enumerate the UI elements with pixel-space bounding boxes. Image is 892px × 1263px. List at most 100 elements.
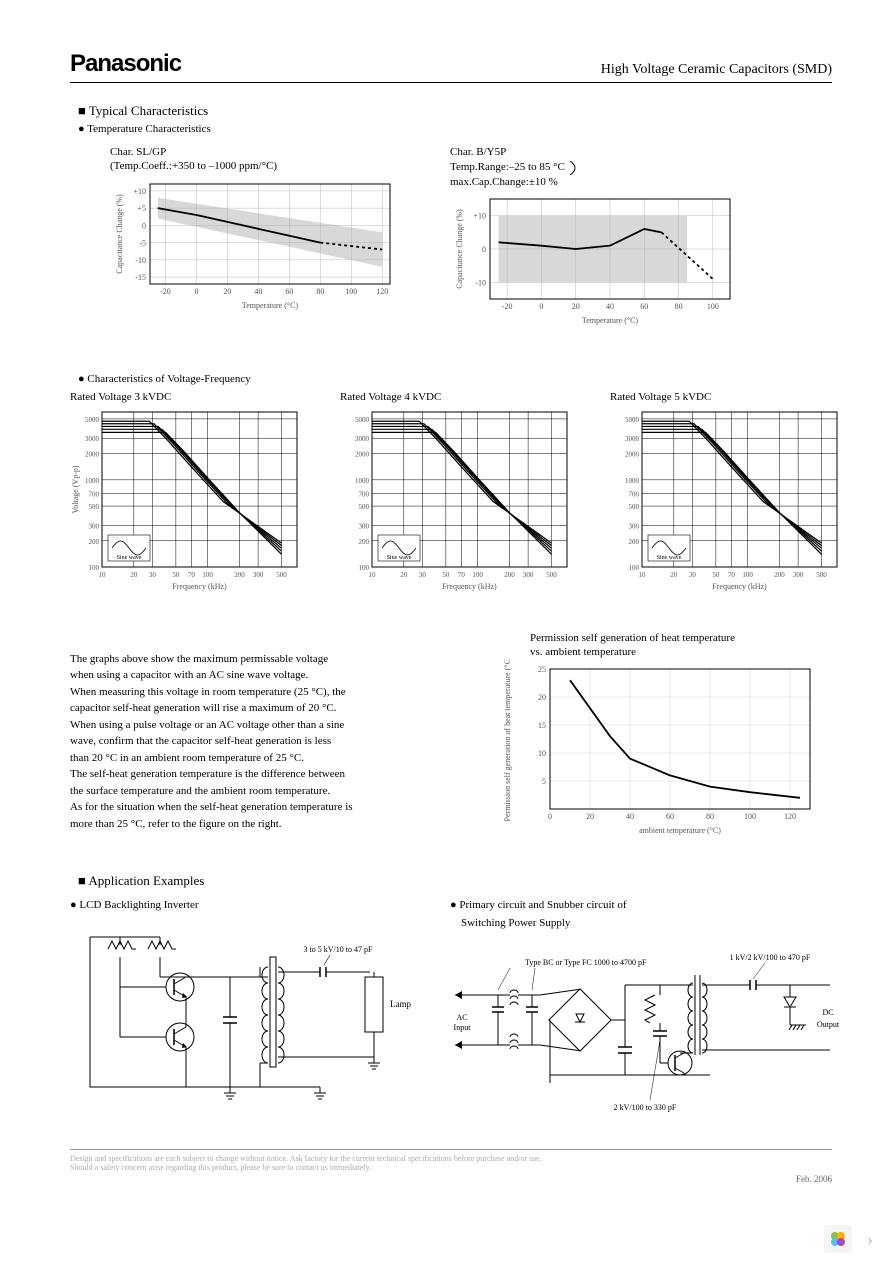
body-paragraph: The graphs above show the maximum permis… (70, 651, 450, 854)
svg-text:1000: 1000 (355, 477, 370, 485)
circuit-snubber: ● Primary circuit and Snubber circuit of… (450, 899, 850, 1129)
svg-text:200: 200 (359, 538, 370, 546)
svg-text:AC: AC (456, 1013, 467, 1022)
voltage-frequency-row: Rated Voltage 3 kVDC 1020305070100200300… (70, 391, 832, 611)
chart-sl-gp: Char. SL/GP (Temp.Coeff.:+350 to –1000 p… (110, 145, 410, 343)
svg-text:700: 700 (629, 490, 640, 498)
svg-text:700: 700 (359, 490, 370, 498)
vf-title-4kv: Rated Voltage 4 kVDC (340, 391, 580, 403)
svg-text:30: 30 (419, 571, 427, 579)
chart-b-y5p-svg: -20020406080100+100-10Temperature (°C)Ca… (450, 189, 750, 339)
chart-b-y5p-caption1: Char. B/Y5P (450, 145, 750, 159)
svg-text:200: 200 (89, 538, 100, 546)
svg-text:100: 100 (202, 571, 213, 579)
svg-text:120: 120 (784, 812, 796, 821)
svg-text:Frequency (kHz): Frequency (kHz) (442, 582, 497, 591)
svg-text:-10: -10 (475, 278, 486, 287)
svg-text:Sine wave: Sine wave (387, 555, 412, 561)
svg-text:80: 80 (675, 302, 683, 311)
svg-text:2000: 2000 (625, 450, 640, 458)
svg-text:2 kV/100 to 330 pF: 2 kV/100 to 330 pF (614, 1103, 677, 1112)
svg-text:200: 200 (629, 538, 640, 546)
svg-text:Temperature (°C): Temperature (°C) (242, 301, 299, 310)
svg-text:20: 20 (586, 812, 594, 821)
svg-text:100: 100 (359, 564, 370, 572)
pager-next-icon[interactable]: › (858, 1227, 882, 1251)
svg-text:300: 300 (629, 522, 640, 530)
svg-text:300: 300 (523, 571, 534, 579)
svg-text:3000: 3000 (85, 435, 100, 443)
label-snubber-1: ● Primary circuit and Snubber circuit of (450, 899, 850, 911)
svg-text:500: 500 (359, 503, 370, 511)
svg-text:Frequency (kHz): Frequency (kHz) (172, 582, 227, 591)
svg-text:100: 100 (472, 571, 483, 579)
vf-chart-4kv-svg: 1020305070100200300500500030002000100070… (340, 407, 580, 607)
circuit-snubber-svg: ACInput Type BC or Type FC 1000 to 4700 p… (450, 935, 850, 1125)
svg-text:3000: 3000 (355, 435, 370, 443)
svg-text:15: 15 (538, 721, 546, 730)
vf-chart-5kv: Rated Voltage 5 kVDC 1020305070100200300… (610, 391, 850, 611)
svg-text:50: 50 (172, 571, 180, 579)
svg-text:200: 200 (234, 571, 245, 579)
svg-text:Sine wave: Sine wave (117, 555, 142, 561)
application-row: ● LCD Backlighting Inverter 3 to 5 kV/10… (70, 899, 832, 1129)
brace-icon (568, 161, 588, 175)
svg-text:50: 50 (442, 571, 450, 579)
svg-text:100: 100 (345, 287, 357, 296)
pager: › (824, 1225, 882, 1253)
svg-text:-20: -20 (502, 302, 513, 311)
svg-text:60: 60 (640, 302, 648, 311)
svg-text:70: 70 (458, 571, 466, 579)
svg-text:20: 20 (670, 571, 678, 579)
svg-text:70: 70 (728, 571, 736, 579)
section-typical-characteristics: ■ Typical Characteristics (78, 103, 832, 119)
svg-text:1000: 1000 (85, 477, 100, 485)
svg-text:100: 100 (89, 564, 100, 572)
svg-text:300: 300 (89, 522, 100, 530)
vf-title-3kv: Rated Voltage 3 kVDC (70, 391, 310, 403)
svg-text:40: 40 (626, 812, 634, 821)
circuit-lcd-svg: 3 to 5 kV/10 to 47 pFLamp (70, 917, 430, 1117)
svg-text:3 to 5 kV/10 to 47 pF: 3 to 5 kV/10 to 47 pF (304, 945, 373, 954)
pager-logo-icon[interactable] (824, 1225, 852, 1253)
svg-text:30: 30 (689, 571, 697, 579)
svg-text:5000: 5000 (625, 416, 640, 424)
sub-temperature-characteristics: ● Temperature Characteristics (78, 123, 832, 135)
vf-title-5kv: Rated Voltage 5 kVDC (610, 391, 850, 403)
chart-b-y5p: Char. B/Y5P Temp.Range:–25 to 85 °C max.… (450, 145, 750, 343)
svg-text:100: 100 (742, 571, 753, 579)
svg-text:300: 300 (793, 571, 804, 579)
svg-text:0: 0 (482, 245, 486, 254)
svg-text:+10: +10 (133, 186, 146, 195)
svg-text:500: 500 (629, 503, 640, 511)
svg-text:ambient temperature (°C): ambient temperature (°C) (639, 826, 721, 835)
svg-text:Capacitance Change (%): Capacitance Change (%) (455, 209, 464, 289)
svg-text:40: 40 (254, 287, 262, 296)
vf-chart-3kv-svg: 1020305070100200300500500030002000100070… (70, 407, 310, 607)
vf-chart-5kv-svg: 1020305070100200300500500030002000100070… (610, 407, 850, 607)
svg-text:25: 25 (538, 665, 546, 674)
text-and-heat-row: The graphs above show the maximum permis… (70, 631, 832, 854)
svg-text:3000: 3000 (625, 435, 640, 443)
chart-b-y5p-caption2a: Temp.Range:–25 to 85 °C (450, 161, 565, 173)
svg-text:500: 500 (546, 571, 557, 579)
svg-text:Voltage (Vp-p): Voltage (Vp-p) (71, 465, 80, 513)
svg-text:Type BC or Type FC 1000 to 470: Type BC or Type FC 1000 to 4700 pF (525, 958, 647, 967)
section-application-examples: ■ Application Examples (78, 873, 832, 889)
svg-text:Input: Input (454, 1023, 472, 1032)
svg-text:20: 20 (538, 693, 546, 702)
heat-chart-title: Permission self generation of heat tempe… (530, 631, 832, 660)
svg-text:1 kV/2 kV/100 to 470 pF: 1 kV/2 kV/100 to 470 pF (730, 953, 811, 962)
svg-text:80: 80 (316, 287, 324, 296)
svg-text:100: 100 (707, 302, 719, 311)
chart-b-y5p-caption2b: max.Cap.Change:±10 % (450, 175, 750, 189)
svg-text:80: 80 (706, 812, 714, 821)
svg-text:70: 70 (188, 571, 196, 579)
svg-text:30: 30 (149, 571, 157, 579)
svg-text:+5: +5 (137, 204, 146, 213)
svg-text:200: 200 (504, 571, 515, 579)
svg-text:20: 20 (223, 287, 231, 296)
brand-logo: Panasonic (70, 50, 181, 78)
label-lcd-inverter: ● LCD Backlighting Inverter (70, 899, 430, 911)
circuit-lcd-inverter: ● LCD Backlighting Inverter 3 to 5 kV/10… (70, 899, 430, 1129)
